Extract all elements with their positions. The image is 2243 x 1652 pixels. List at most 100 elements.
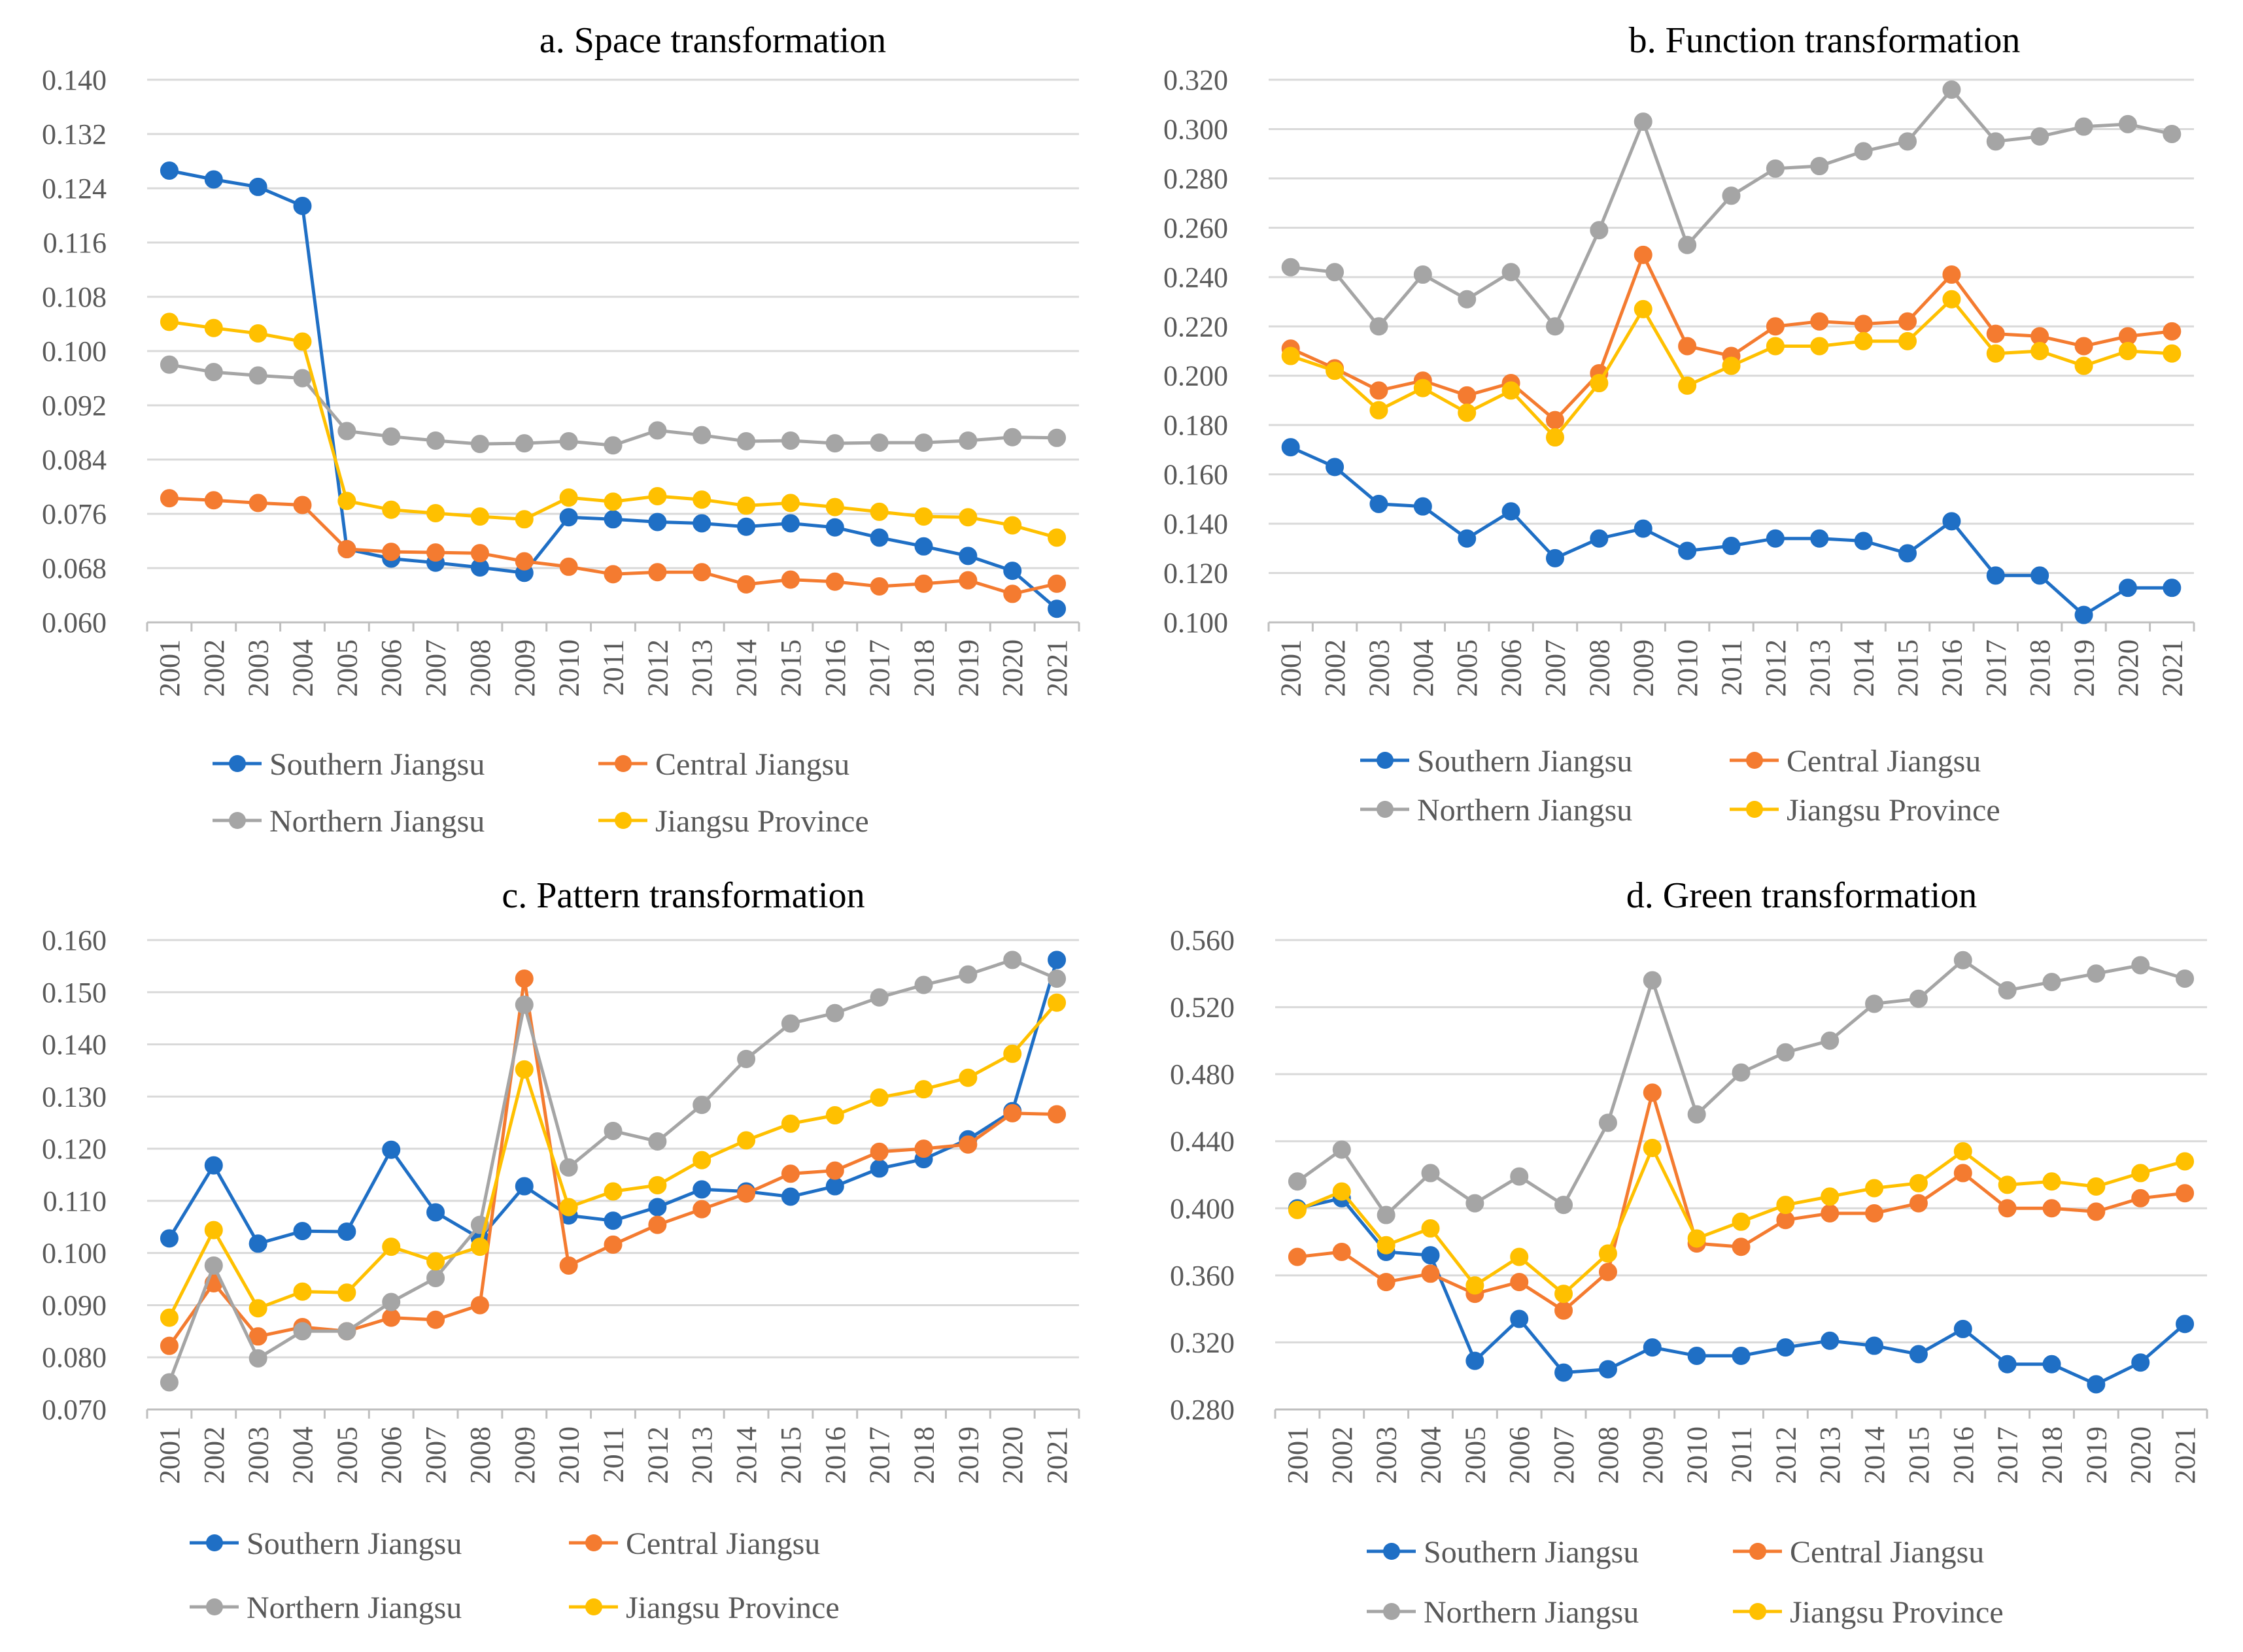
data-point-central-jiangsu: [1048, 574, 1067, 593]
legend-marker-southern-jiangsu: [1377, 752, 1394, 769]
legend-marker-central-jiangsu: [1749, 1543, 1766, 1560]
chart-panel-c: c. Pattern transformation 0.070 0.080 0.090…: [0, 843, 1122, 1652]
data-point-jiangsu-province: [1687, 1229, 1706, 1248]
x-tick-label: 2009: [1628, 639, 1660, 697]
legend-label-jiangsu-province: Jiangsu Province: [655, 804, 869, 839]
data-point-southern-jiangsu: [781, 1187, 800, 1206]
data-point-jiangsu-province: [1421, 1219, 1440, 1238]
x-tick-label: 2010: [553, 1426, 585, 1484]
x-tick-label: 2016: [1947, 1426, 1979, 1484]
data-point-southern-jiangsu: [825, 1177, 844, 1196]
x-tick-label: 2005: [331, 1426, 363, 1484]
data-point-northern-jiangsu: [959, 965, 978, 984]
data-point-jiangsu-province: [2118, 342, 2137, 360]
data-point-northern-jiangsu: [1003, 428, 1022, 447]
data-point-central-jiangsu: [781, 1164, 800, 1183]
data-point-central-jiangsu: [1288, 1247, 1307, 1266]
data-point-southern-jiangsu: [2163, 579, 2182, 598]
data-point-central-jiangsu: [559, 1256, 578, 1275]
data-point-southern-jiangsu: [1326, 458, 1344, 477]
y-tick-label: 0.180: [1163, 409, 1228, 441]
y-tick-label: 0.132: [42, 118, 107, 150]
x-tick-label: 2017: [1980, 639, 2012, 697]
data-point-northern-jiangsu: [293, 369, 312, 388]
data-point-southern-jiangsu: [1598, 1360, 1617, 1379]
x-tick-label: 2008: [1592, 1426, 1624, 1484]
data-point-jiangsu-province: [559, 488, 578, 507]
y-tick-label: 0.068: [42, 552, 107, 584]
legend-label-southern-jiangsu: Southern Jiangsu: [1417, 744, 1632, 779]
data-point-jiangsu-province: [160, 312, 179, 331]
x-tick-label: 2021: [2169, 1426, 2201, 1484]
data-point-jiangsu-province: [470, 507, 489, 526]
data-point-northern-jiangsu: [470, 435, 489, 454]
data-point-jiangsu-province: [1865, 1179, 1884, 1198]
y-tick-label: 0.100: [42, 335, 107, 367]
x-tick-label: 2016: [1936, 639, 1968, 697]
data-point-northern-jiangsu: [648, 1132, 667, 1151]
data-point-northern-jiangsu: [1687, 1105, 1706, 1124]
data-point-jiangsu-province: [2030, 342, 2049, 360]
y-tick-label: 0.110: [43, 1185, 107, 1217]
data-point-northern-jiangsu: [825, 1003, 844, 1022]
data-point-central-jiangsu: [781, 570, 800, 589]
x-tick-label: 2018: [908, 1426, 940, 1484]
data-point-southern-jiangsu: [693, 514, 711, 533]
x-tick-label: 2008: [464, 1426, 496, 1484]
data-point-southern-jiangsu: [2176, 1315, 2195, 1334]
data-point-jiangsu-province: [781, 1114, 800, 1133]
y-tick-label: 0.108: [42, 281, 107, 313]
data-point-central-jiangsu: [248, 494, 267, 513]
x-tick-label: 2007: [420, 1426, 452, 1484]
data-point-northern-jiangsu: [870, 988, 889, 1007]
data-point-northern-jiangsu: [1953, 951, 1972, 969]
data-point-southern-jiangsu: [1732, 1346, 1751, 1365]
data-point-northern-jiangsu: [737, 431, 756, 450]
data-point-northern-jiangsu: [2118, 114, 2137, 133]
y-tick-label: 0.320: [1170, 1326, 1235, 1358]
data-point-jiangsu-province: [737, 1131, 756, 1150]
data-point-northern-jiangsu: [1898, 132, 1917, 151]
x-tick-label: 2019: [952, 639, 984, 697]
y-tick-label: 0.480: [1170, 1058, 1235, 1090]
chart-c-svg: c. Pattern transformation 0.070 0.080 0.090…: [42, 875, 1080, 1625]
x-tick-label: 2017: [1992, 1426, 2024, 1484]
data-point-jiangsu-province: [1377, 1236, 1395, 1255]
x-tick-label: 2016: [819, 639, 851, 697]
data-point-northern-jiangsu: [2087, 964, 2106, 983]
legend-label-jiangsu-province: Jiangsu Province: [626, 1591, 840, 1625]
x-tick-label: 2011: [1726, 1426, 1758, 1483]
data-point-jiangsu-province: [1942, 290, 1961, 309]
data-point-jiangsu-province: [1898, 331, 1917, 350]
y-tick-label: 0.520: [1170, 992, 1235, 1024]
data-point-southern-jiangsu: [248, 1234, 267, 1253]
data-point-jiangsu-province: [2163, 344, 2182, 363]
data-point-central-jiangsu: [293, 496, 312, 514]
data-point-central-jiangsu: [825, 572, 844, 591]
legend-marker-central-jiangsu: [615, 755, 632, 772]
data-point-northern-jiangsu: [1854, 142, 1873, 161]
x-tick-label: 2019: [2080, 1426, 2112, 1484]
data-point-southern-jiangsu: [648, 1198, 667, 1217]
x-tick-label: 2021: [1041, 1426, 1073, 1484]
x-tick-label: 2007: [1548, 1426, 1580, 1484]
data-point-northern-jiangsu: [1501, 263, 1520, 282]
data-point-jiangsu-province: [1590, 374, 1609, 393]
data-point-jiangsu-province: [825, 1106, 844, 1125]
data-point-central-jiangsu: [204, 491, 223, 510]
data-point-southern-jiangsu: [1776, 1338, 1795, 1357]
legend-label-jiangsu-province: Jiangsu Province: [1787, 793, 2000, 828]
data-point-southern-jiangsu: [1421, 1246, 1440, 1265]
legend-label-northern-jiangsu: Northern Jiangsu: [269, 804, 485, 839]
data-point-jiangsu-province: [1776, 1196, 1795, 1215]
data-point-southern-jiangsu: [959, 547, 978, 565]
data-point-southern-jiangsu: [204, 170, 223, 189]
x-tick-label: 2018: [2024, 639, 2056, 697]
data-point-northern-jiangsu: [382, 427, 401, 446]
legend-label-central-jiangsu: Central Jiangsu: [626, 1526, 820, 1561]
data-point-northern-jiangsu: [1821, 1031, 1840, 1050]
x-tick-label: 2004: [287, 1426, 319, 1484]
y-tick-label: 0.092: [42, 390, 107, 422]
data-point-jiangsu-province: [604, 492, 623, 511]
data-point-central-jiangsu: [1909, 1194, 1928, 1213]
